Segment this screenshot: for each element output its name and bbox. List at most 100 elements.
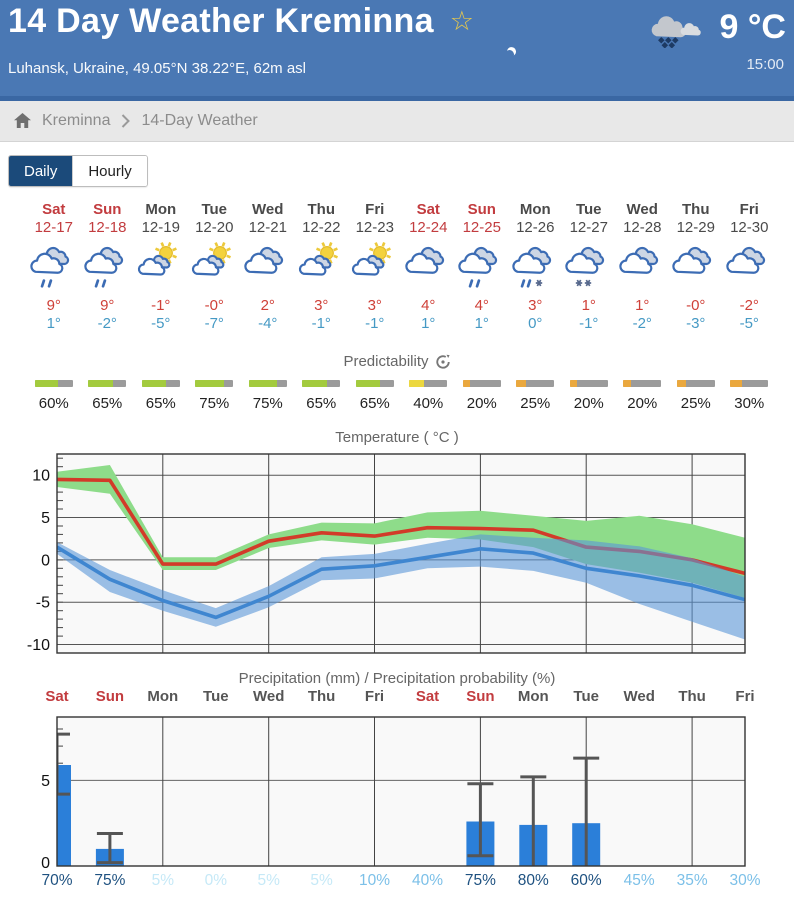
precip-probability: 45%: [624, 872, 655, 889]
predictability-bar: [88, 380, 127, 387]
weather-icon-clouds: [402, 242, 456, 296]
day-date: 12-24: [409, 219, 448, 236]
weather-icon-clouds: [241, 242, 295, 296]
weather-icon-cloud-drizzle: [81, 242, 135, 296]
precipitation-chart-title: Precipitation (mm) / Precipitation proba…: [238, 670, 556, 687]
temperature-chart-title: Temperature ( °C ): [335, 429, 459, 446]
precip-probability: 5%: [152, 872, 175, 889]
day-column-sun-12-18[interactable]: Sun 12-18 9° -2°: [81, 201, 135, 333]
day-column-sat-12-24[interactable]: Sat 12-24 4° 1°: [402, 201, 456, 333]
day-column-tue-12-20[interactable]: Tue 12-20 -0° -7°: [188, 201, 242, 333]
day-name: Sat: [416, 201, 440, 218]
day-date: 12-28: [623, 219, 662, 236]
high-temp: 3°: [314, 297, 329, 314]
day-name: Wed: [626, 201, 658, 218]
precip-probability: 30%: [729, 872, 760, 889]
low-temp: -1°: [579, 315, 599, 332]
precipitation-chart: Sat Sun Mon Tue Wed Thu Fri Sat Sun Mon Tue Wed Thu F…: [41, 688, 761, 889]
precip-day-label: Thu: [678, 688, 706, 705]
day-date: 12-27: [569, 219, 608, 236]
predictability-percent: 65%: [306, 395, 337, 412]
predictability-percent: 60%: [38, 395, 69, 412]
current-time: 15:00: [746, 56, 784, 73]
day-date: 12-22: [302, 219, 341, 236]
view-toggle: Daily Hourly: [8, 155, 148, 187]
day-column-fri-12-30[interactable]: Fri 12-30 -2° -5°: [723, 201, 777, 333]
chevron-right-icon: [121, 114, 131, 128]
day-date: 12-21: [248, 219, 287, 236]
weather-icon-cloud-drizzle: [27, 242, 81, 296]
day-column-wed-12-21[interactable]: Wed 12-21 2° -4°: [241, 201, 295, 333]
predictability-cell: 65%: [295, 380, 349, 412]
predictability-cell: 20%: [616, 380, 670, 412]
predictability-percent: 20%: [573, 395, 604, 412]
precip-probability: 5%: [310, 872, 333, 889]
predictability-cell: 40%: [402, 380, 456, 412]
svg-text:0: 0: [41, 855, 50, 872]
favorite-star-icon[interactable]: ☆: [449, 6, 474, 36]
predictability-bar: [676, 380, 715, 387]
low-temp: -2°: [97, 315, 117, 332]
day-date: 12-23: [355, 219, 394, 236]
day-date: 12-29: [676, 219, 715, 236]
day-date: 12-17: [34, 219, 73, 236]
low-temp: -2°: [632, 315, 652, 332]
low-temp: 1°: [46, 315, 61, 332]
precip-whisker: [467, 782, 494, 858]
precip-probability: 80%: [518, 872, 549, 889]
day-column-wed-12-28[interactable]: Wed 12-28 1° -2°: [616, 201, 670, 333]
weather-icon-sun-cloud: [348, 242, 402, 296]
day-column-tue-12-27[interactable]: Tue 12-27 1° -1°: [562, 201, 616, 333]
weather-icon-sun-cloud: [134, 242, 188, 296]
predictability-bar: [141, 380, 180, 387]
high-temp: -1°: [151, 297, 171, 314]
low-temp: -3°: [686, 315, 706, 332]
predictability-header: Predictability: [0, 353, 794, 370]
day-column-thu-12-29[interactable]: Thu 12-29 -0° -3°: [669, 201, 723, 333]
day-date: 12-19: [141, 219, 180, 236]
predictability-cell: 25%: [509, 380, 563, 412]
predictability-cell: 75%: [188, 380, 242, 412]
svg-text:5: 5: [41, 510, 50, 527]
low-temp: 1°: [474, 315, 489, 332]
predictability-bar: [195, 380, 234, 387]
high-temp: 4°: [474, 297, 489, 314]
predictability-bar: [516, 380, 555, 387]
day-date: 12-30: [730, 219, 769, 236]
day-column-sat-12-17[interactable]: Sat 12-17 9° 1°: [27, 201, 81, 333]
day-name: Tue: [201, 201, 228, 218]
current-temperature: 9 °C: [719, 7, 786, 46]
precip-probability: 40%: [412, 872, 443, 889]
weather-icon-clouds: [669, 242, 723, 296]
day-column-mon-12-19[interactable]: Mon 12-19 -1° -5°: [134, 201, 188, 333]
predictability-bar: [730, 380, 769, 387]
home-icon[interactable]: [14, 113, 31, 129]
predictability-percent: 65%: [359, 395, 390, 412]
day-column-thu-12-22[interactable]: Thu 12-22 3° -1°: [295, 201, 349, 333]
precip-bar: [57, 765, 71, 866]
precip-day-label: Sat: [416, 688, 439, 705]
day-date: 12-26: [516, 219, 555, 236]
high-temp: 4°: [421, 297, 436, 314]
day-name: Sun: [93, 201, 122, 218]
day-column-mon-12-26[interactable]: Mon 12-26 3° 0°: [509, 201, 563, 333]
day-name: Sun: [467, 201, 496, 218]
day-name: Thu: [682, 201, 710, 218]
breadcrumb-location[interactable]: Kreminna: [42, 112, 111, 129]
tab-daily[interactable]: Daily: [9, 156, 73, 186]
predictability-cell: 75%: [241, 380, 295, 412]
day-name: Thu: [307, 201, 336, 218]
precip-whisker: [520, 775, 547, 866]
precip-day-label: Sun: [96, 688, 124, 705]
predictability-bar: [569, 380, 608, 387]
day-column-fri-12-23[interactable]: Fri 12-23 3° -1°: [348, 201, 402, 333]
precip-whisker: [57, 732, 70, 796]
temperature-chart: 10 5 0 -5 -10: [27, 453, 746, 654]
precip-probability: 70%: [41, 872, 72, 889]
predictability-percent: 75%: [199, 395, 230, 412]
weather-icon-sun-cloud: [188, 242, 242, 296]
day-column-sun-12-25[interactable]: Sun 12-25 4° 1°: [455, 201, 509, 333]
precip-day-label: Wed: [253, 688, 284, 705]
weather-icon-sun-cloud: [295, 242, 349, 296]
tab-hourly[interactable]: Hourly: [72, 156, 147, 186]
